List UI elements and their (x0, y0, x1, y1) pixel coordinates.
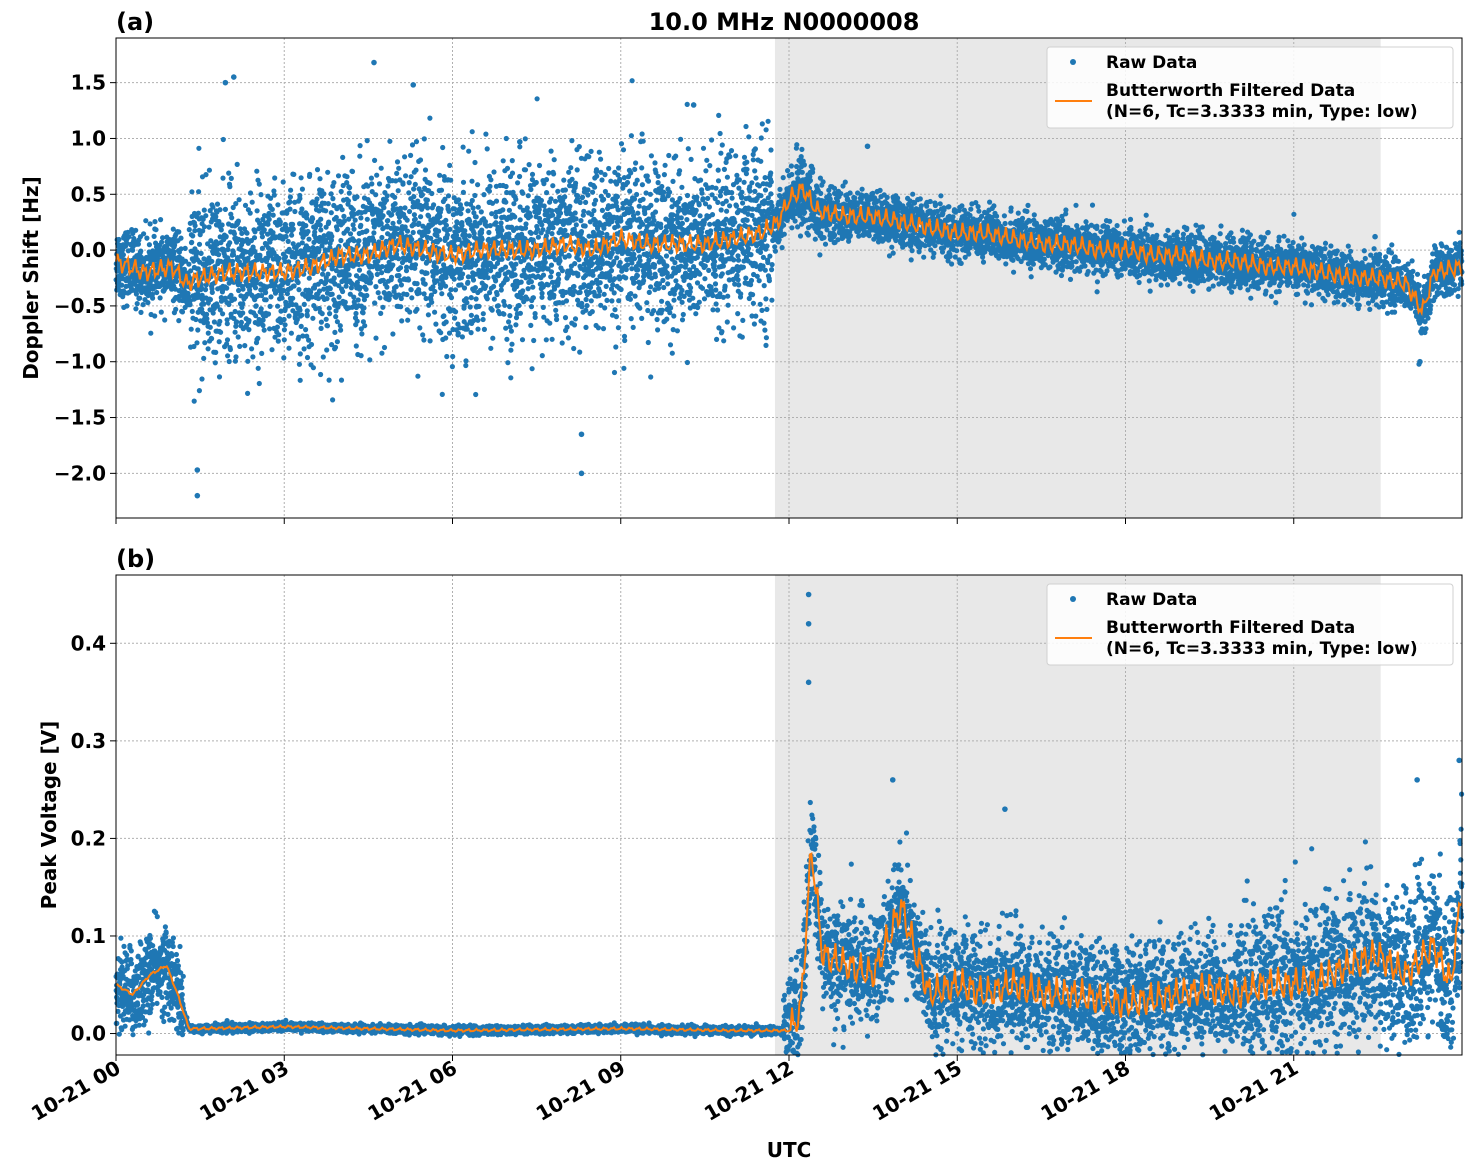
raw-data-point (410, 82, 417, 88)
raw-data-point (805, 591, 812, 598)
x-tick-label: 10-21 00 (27, 1056, 125, 1126)
x-tick-label: 10-21 03 (195, 1056, 293, 1126)
x-tick-label: 10-21 15 (868, 1056, 966, 1126)
legend-filtered-params: (N=6, Tc=3.3333 min, Type: low) (1106, 639, 1418, 659)
legend-raw-label: Raw Data (1106, 53, 1197, 73)
x-tick-label: 10-21 06 (363, 1056, 461, 1126)
raw-data-cloud (113, 78, 1465, 404)
legend-filtered-label: Butterworth Filtered Data (1106, 618, 1355, 638)
x-axis-tick-labels: 10-21 00 10-21 03 10-21 06 10-21 09 10-21 12… (27, 1056, 1302, 1126)
legend-raw-marker (1070, 596, 1076, 602)
raw-data-point (517, 139, 523, 145)
raw-data-point (864, 143, 871, 150)
raw-data-point (578, 431, 585, 438)
filtered-data-line (115, 852, 1463, 1033)
legend-filtered-label: Butterworth Filtered Data (1106, 81, 1355, 101)
doppler-panel: 1.5 1.0 0.5 0.0 −0.5 −1.0 −1.5 −2.0 (a) Doppler… (19, 8, 1465, 524)
y-tick-label: 1.0 (71, 126, 106, 150)
x-axis-ticks (115, 1055, 1295, 1061)
legend-box (1046, 46, 1454, 129)
legend-box (1046, 583, 1454, 666)
legend-raw-marker (1070, 59, 1076, 65)
legend-raw-label: Raw Data (1106, 590, 1197, 610)
raw-data-point (230, 74, 237, 80)
raw-data-point (1417, 358, 1423, 365)
raw-data-point (808, 163, 815, 170)
y-tick-label: 0.1 (71, 924, 106, 948)
raw-data-point (805, 679, 812, 686)
raw-data-point (805, 620, 812, 627)
raw-data-points (113, 59, 1465, 499)
y-tick-label: 0.0 (71, 238, 106, 262)
y-tick-label: 0.5 (71, 182, 106, 206)
y-tick-label: −2.0 (54, 461, 106, 485)
y-tick-label: 0.2 (71, 826, 106, 850)
y-axis-ticks: 1.5 1.0 0.5 0.0 −0.5 −1.0 −1.5 −2.0 (54, 71, 116, 485)
x-axis-label: UTC (767, 1138, 812, 1162)
y-axis-ticks: 0.0 0.1 0.2 0.3 0.4 (71, 631, 116, 1046)
panel-label: (b) (116, 545, 155, 573)
raw-data-point (222, 79, 229, 86)
y-tick-label: −0.5 (54, 294, 106, 318)
x-axis-ticks (115, 518, 1295, 524)
y-tick-label: −1.5 (54, 406, 106, 430)
y-tick-label: 0.4 (71, 631, 106, 655)
legend: Raw Data Butterworth Filtered Data (N=6,… (1046, 583, 1454, 666)
voltage-panel: 0.0 0.1 0.2 0.3 0.4 (b) Peak Voltage [V] Raw… (37, 545, 1465, 1061)
raw-data-point (1372, 233, 1378, 240)
legend: Raw Data Butterworth Filtered Data (N=6,… (1046, 46, 1454, 129)
raw-data-point (690, 102, 697, 108)
x-tick-label: 10-21 09 (532, 1056, 630, 1126)
x-tick-label: 10-21 21 (1205, 1056, 1303, 1126)
panel-label: (a) (116, 8, 154, 36)
legend-filtered-params: (N=6, Tc=3.3333 min, Type: low) (1106, 102, 1418, 122)
y-tick-label: 0.0 (71, 1022, 106, 1046)
raw-data-point (371, 59, 377, 66)
y-axis-label: Doppler Shift [Hz] (19, 176, 43, 380)
x-tick-label: 10-21 18 (1036, 1056, 1134, 1126)
y-tick-label: 0.3 (71, 729, 106, 753)
raw-data-point (578, 470, 585, 477)
raw-data-point (889, 777, 896, 783)
filtered-data-line (115, 183, 1463, 317)
raw-data-point (1414, 777, 1420, 783)
y-tick-label: 1.5 (71, 71, 106, 95)
figure-title: 10.0 MHz N0000008 (649, 8, 920, 36)
raw-data-point (194, 467, 201, 473)
raw-data-point (194, 492, 201, 499)
y-axis-label: Peak Voltage [V] (37, 721, 61, 910)
x-tick-label: 10-21 12 (700, 1056, 798, 1126)
raw-data-point (1002, 806, 1008, 812)
raw-data-point (1456, 757, 1462, 764)
y-tick-label: −1.0 (54, 350, 106, 374)
